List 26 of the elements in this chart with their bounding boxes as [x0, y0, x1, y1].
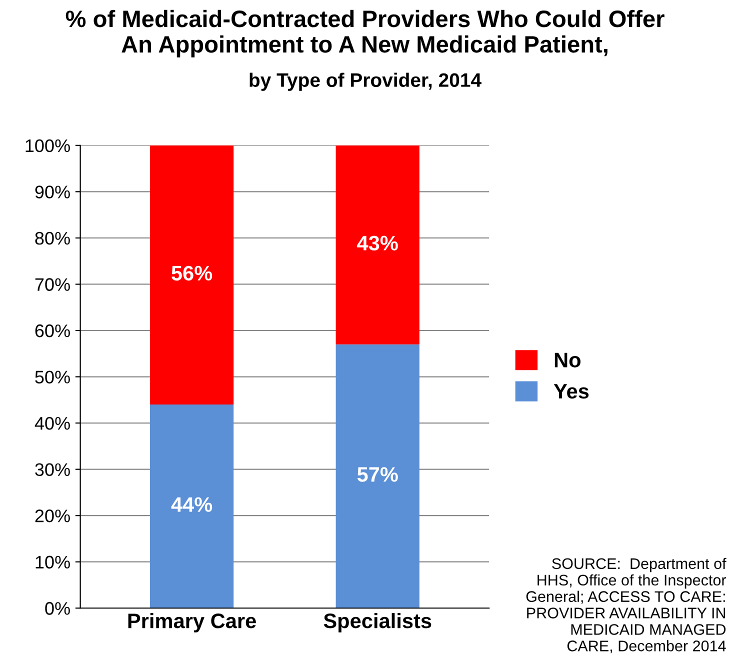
source-note: SOURCE: Department of HHS, Office of the Inspector General; ACCESS TO CARE: PROVIDER AVAILABILITY IN MEDICAID MANAGED CARE, December 2014	[526, 558, 726, 654]
data-label: 57%	[357, 467, 398, 482]
legend-label: No	[554, 352, 580, 368]
bar	[150, 145, 234, 405]
x-tick-label: Primary Care	[128, 612, 256, 632]
y-tick-label: 90%	[35, 186, 70, 198]
legend-label: Yes	[554, 384, 589, 399]
y-tick-label: 0%	[45, 602, 70, 615]
y-tick-label: 10%	[36, 556, 70, 569]
bar	[336, 344, 420, 608]
y-tick-label: 100%	[26, 139, 70, 152]
y-tick-label: 70%	[35, 278, 70, 291]
chart-title: % of Medicaid-Contracted Providers Who Could Offer An Appointment to A New Medicaid Patient,	[66, 10, 664, 58]
x-tick-label: Specialists	[324, 612, 432, 632]
y-tick-label: 20%	[35, 510, 70, 522]
chart-subtitle: by Type of Provider, 2014	[250, 72, 482, 91]
data-label: 43%	[357, 236, 398, 251]
data-label: 56%	[172, 266, 212, 281]
y-tick-label: 40%	[34, 416, 70, 430]
y-tick-label: 30%	[35, 463, 70, 476]
y-tick-label: 60%	[35, 324, 70, 338]
bar	[336, 145, 420, 344]
y-tick-label: 50%	[35, 370, 70, 384]
data-label: 44%	[171, 497, 212, 512]
y-tick-label: 80%	[35, 232, 70, 245]
bar	[150, 404, 234, 608]
